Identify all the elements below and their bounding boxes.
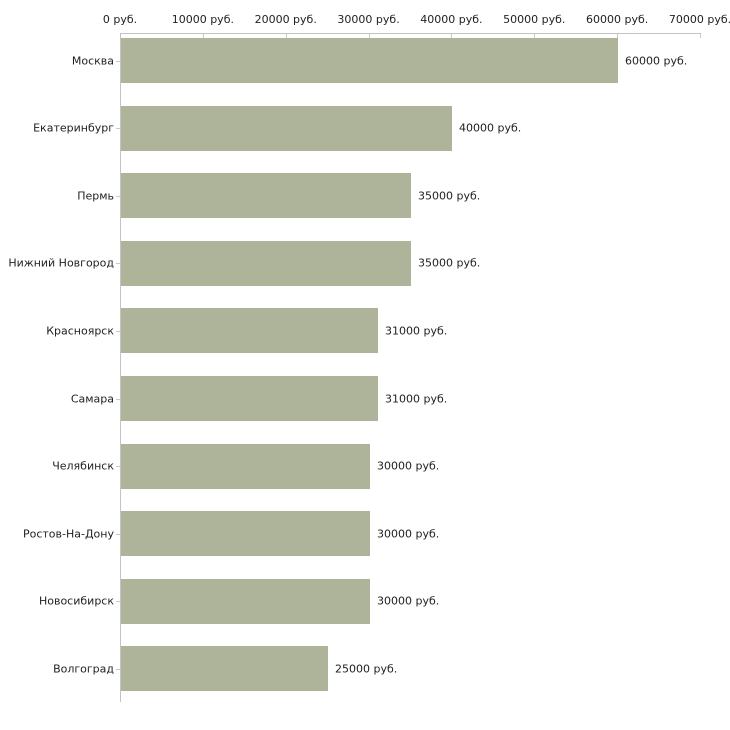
x-tick-label: 70000 руб.: [668, 13, 730, 26]
x-tick-label: 0 руб.: [102, 13, 138, 26]
x-tick-mark: [534, 34, 535, 38]
x-tick-label: 30000 руб.: [337, 13, 400, 26]
x-tick-mark: [369, 34, 370, 38]
category-label: Челябинск: [52, 459, 114, 473]
bar-4: [121, 240, 411, 286]
value-label: 30000 руб.: [377, 594, 440, 608]
x-tick-label: 60000 руб.: [586, 13, 649, 26]
value-label: 30000 руб.: [377, 527, 440, 541]
category-label: Новосибирск: [38, 594, 114, 608]
x-tick-label: 20000 руб.: [254, 13, 317, 26]
x-tick-mark: [451, 34, 452, 38]
category-tick-mark: [116, 331, 120, 332]
category-label: Волгоград: [53, 662, 114, 676]
category-label: Пермь: [77, 189, 114, 203]
bar-5: [121, 308, 378, 354]
bar-2: [121, 105, 452, 151]
value-label: 60000 руб.: [625, 54, 688, 67]
bar-7: [121, 443, 370, 489]
category-label: Самара: [70, 392, 114, 405]
value-label: 30000 руб.: [377, 459, 440, 473]
value-label: 35000 руб.: [418, 189, 481, 203]
value-label: 31000 руб.: [385, 324, 448, 338]
category-tick-mark: [116, 61, 120, 62]
y-axis-line: [120, 33, 121, 702]
category-label: Нижний Новгород: [8, 256, 114, 270]
x-tick-mark: [700, 34, 701, 38]
value-label: 35000 руб.: [418, 256, 481, 270]
x-tick-label: 10000 руб.: [171, 13, 234, 26]
value-label: 25000 руб.: [335, 662, 398, 676]
bar-1: [121, 38, 618, 83]
x-tick-label: 50000 руб.: [503, 13, 566, 26]
category-label: Красноярск: [46, 324, 114, 338]
bar-8: [121, 511, 370, 557]
category-label: Екатеринбург: [33, 121, 114, 135]
category-label: Москва: [71, 54, 114, 67]
category-tick-mark: [116, 466, 120, 467]
category-label: Ростов-На-Дону: [22, 527, 114, 541]
x-tick-mark: [203, 34, 204, 38]
bar-9: [121, 578, 370, 624]
x-tick-mark: [286, 34, 287, 38]
x-tick-mark: [617, 34, 618, 38]
x-tick-label: 40000 руб.: [420, 13, 483, 26]
bar-3: [121, 173, 411, 219]
category-tick-mark: [116, 399, 120, 400]
x-axis-line: [120, 33, 701, 34]
category-tick-mark: [116, 534, 120, 535]
category-tick-mark: [116, 128, 120, 129]
category-tick-mark: [116, 601, 120, 602]
bar-10: [121, 646, 328, 692]
bar-6: [121, 376, 378, 421]
value-label: 40000 руб.: [459, 121, 522, 135]
category-tick-mark: [116, 669, 120, 670]
category-tick-mark: [116, 263, 120, 264]
value-label: 31000 руб.: [385, 392, 448, 405]
category-tick-mark: [116, 196, 120, 197]
